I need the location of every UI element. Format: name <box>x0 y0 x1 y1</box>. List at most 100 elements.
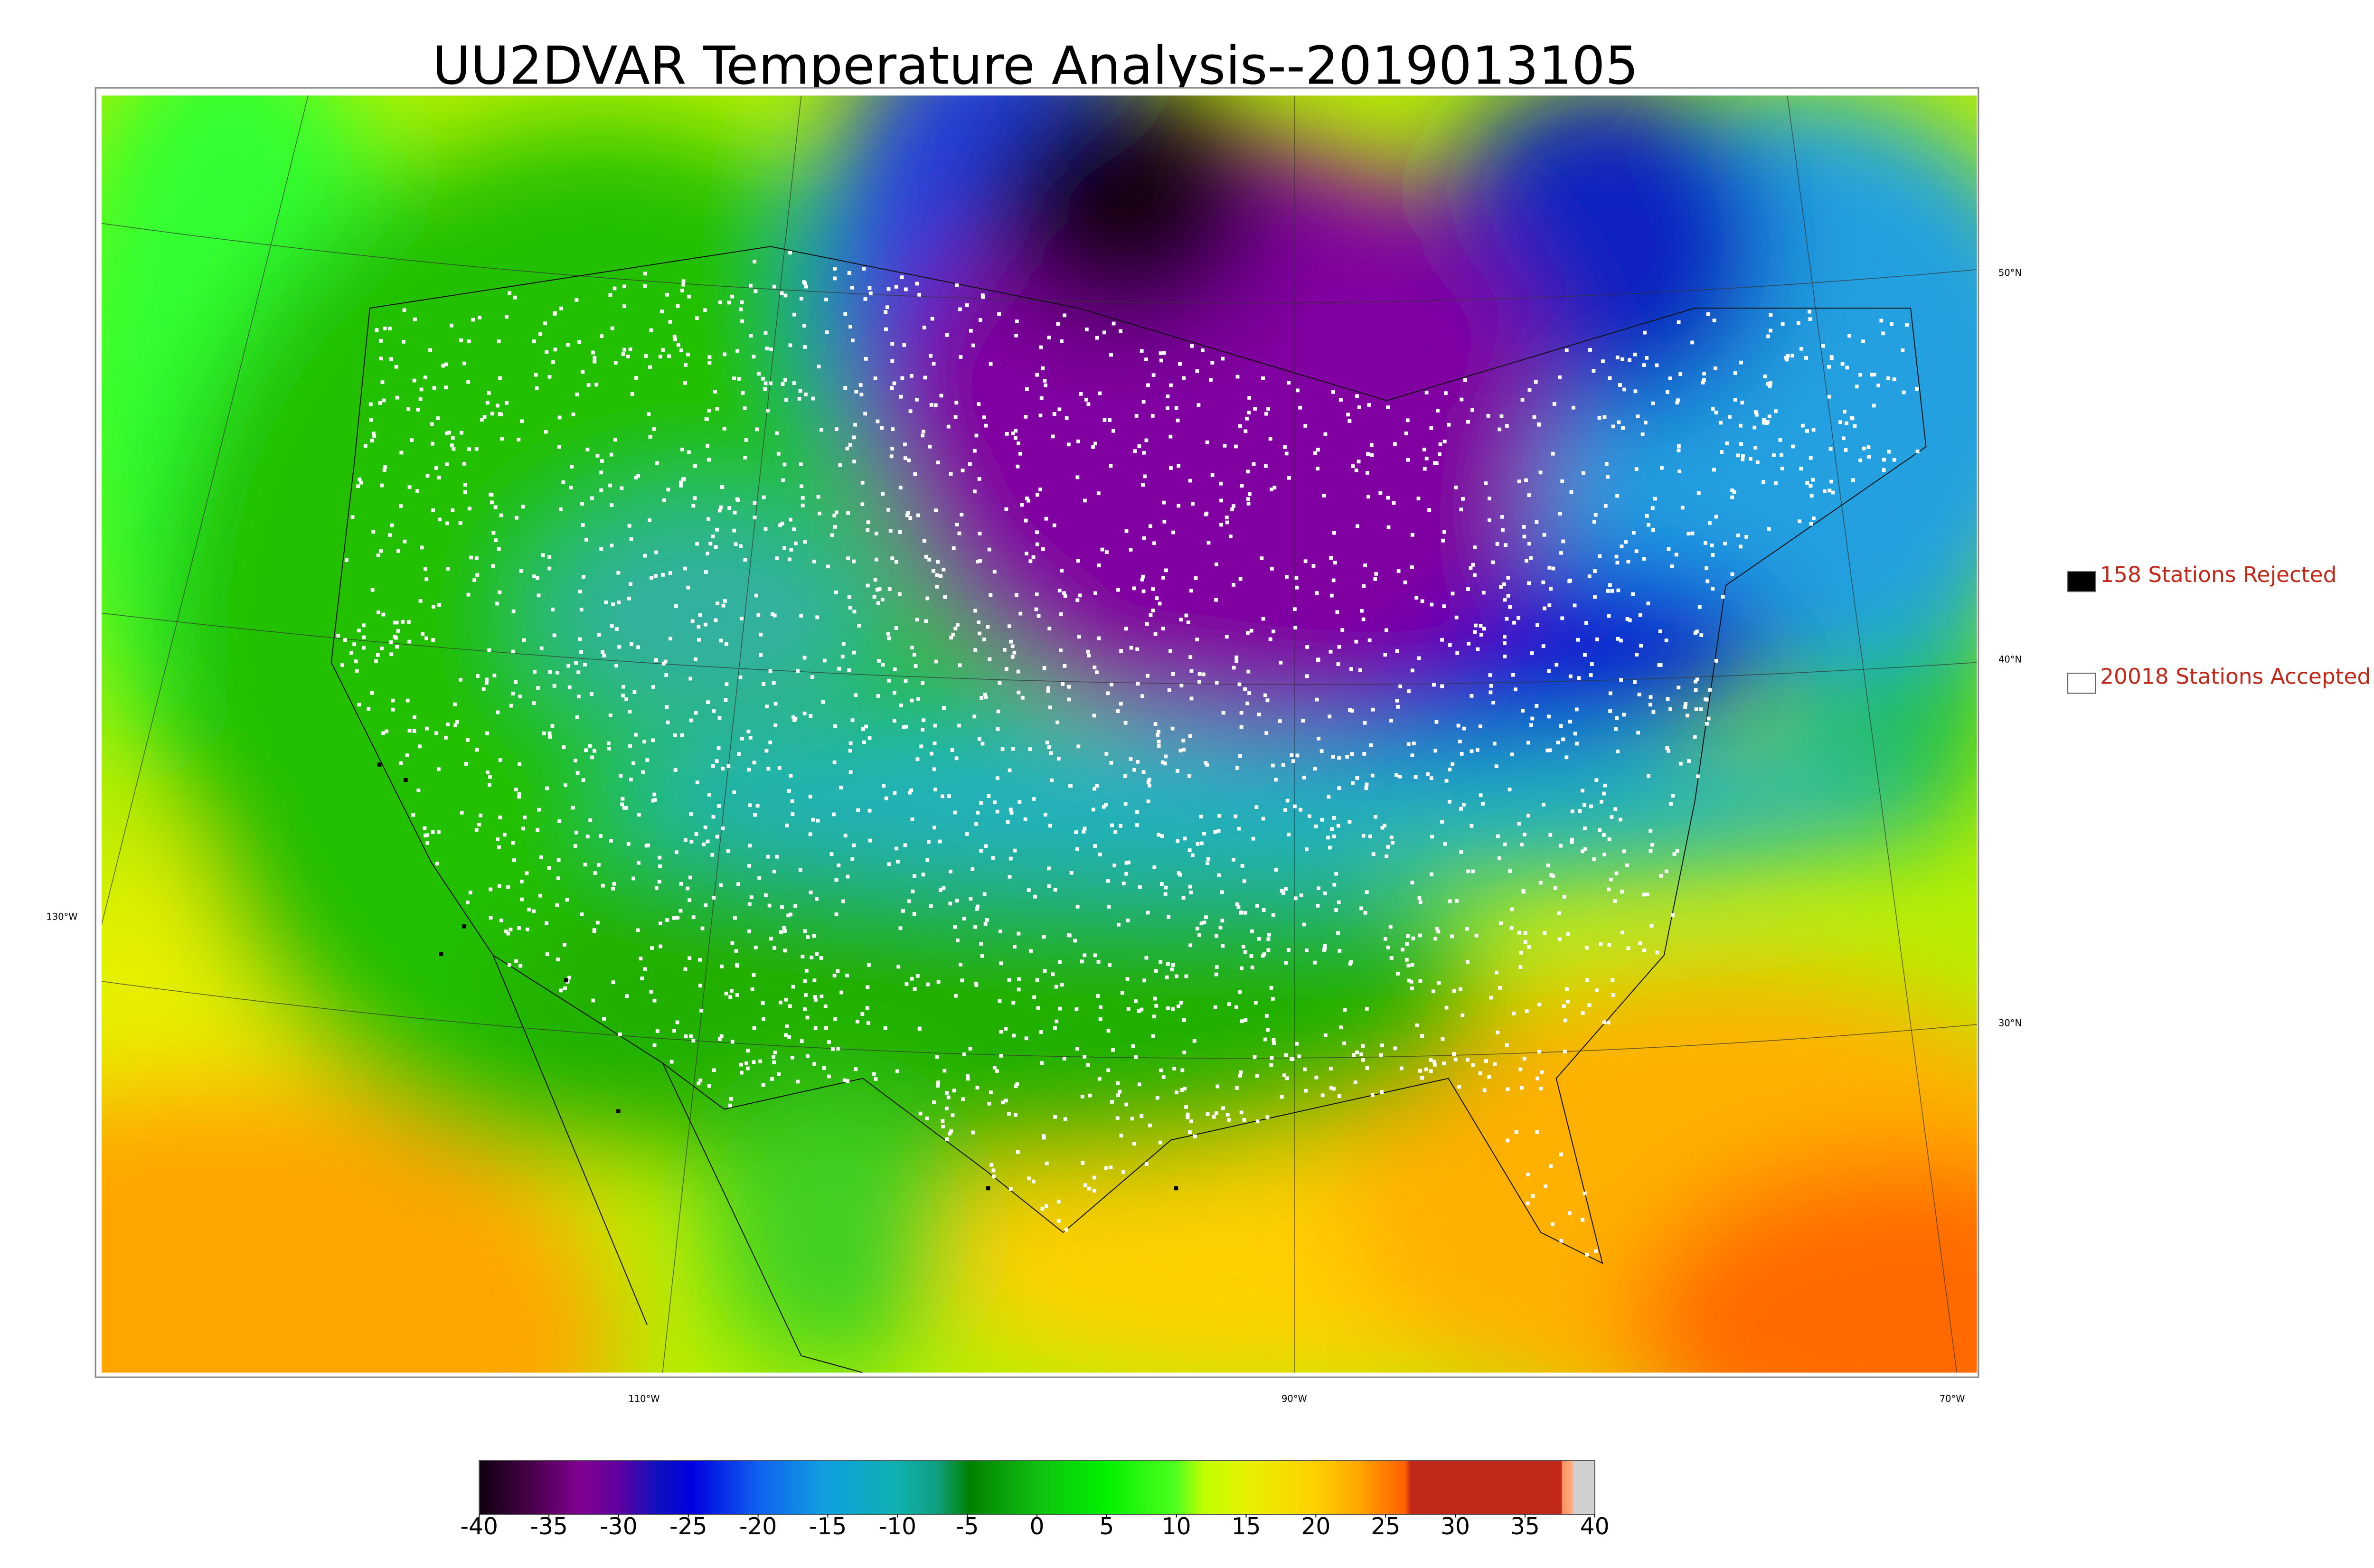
station <box>1671 913 1675 917</box>
station <box>488 783 491 787</box>
station <box>1060 339 1064 343</box>
station <box>1494 764 1498 769</box>
station <box>1014 429 1018 433</box>
station <box>859 393 864 397</box>
station <box>761 376 765 381</box>
station <box>864 724 868 729</box>
station <box>1272 629 1276 634</box>
station <box>506 885 510 889</box>
station <box>1197 680 1201 684</box>
station <box>1076 744 1081 749</box>
station <box>1543 931 1547 935</box>
station <box>1754 410 1758 414</box>
station <box>1538 881 1543 885</box>
station <box>1799 347 1803 351</box>
station <box>446 723 450 726</box>
station <box>399 451 404 455</box>
station <box>949 472 953 476</box>
station <box>1458 740 1462 743</box>
station <box>1633 389 1638 394</box>
station <box>1466 420 1470 424</box>
station <box>756 613 761 617</box>
station <box>434 731 438 735</box>
station <box>942 706 946 710</box>
station <box>900 376 904 380</box>
station <box>499 413 503 416</box>
station <box>1219 481 1223 486</box>
station <box>1712 468 1716 472</box>
station <box>1004 667 1008 671</box>
station <box>750 987 754 991</box>
station <box>379 549 383 553</box>
station <box>576 695 581 699</box>
station <box>910 976 914 981</box>
station <box>1063 664 1067 668</box>
station <box>781 478 785 482</box>
station <box>1250 966 1254 969</box>
station <box>890 386 894 390</box>
colorbar-tick-label: -15 <box>809 1513 847 1540</box>
station <box>1622 713 1626 717</box>
station <box>704 903 708 907</box>
station <box>867 286 872 290</box>
station <box>1712 319 1716 322</box>
station <box>974 981 978 986</box>
station <box>1174 406 1178 410</box>
station <box>1274 868 1278 872</box>
station <box>1182 376 1186 380</box>
station <box>1778 438 1782 442</box>
station <box>1141 589 1146 593</box>
station <box>1809 484 1813 488</box>
station <box>1529 556 1533 560</box>
station <box>1442 440 1447 443</box>
station <box>399 761 403 765</box>
station <box>1547 714 1551 719</box>
station <box>1098 1017 1102 1021</box>
station <box>416 408 420 412</box>
station <box>852 650 856 655</box>
station <box>1406 934 1410 938</box>
station <box>1234 1086 1239 1090</box>
station <box>1238 990 1242 994</box>
station <box>1648 703 1652 707</box>
station <box>1141 574 1145 579</box>
station <box>1308 814 1311 818</box>
station <box>968 1047 972 1051</box>
station <box>1305 645 1309 649</box>
station <box>1040 1061 1044 1065</box>
station <box>431 441 434 446</box>
station <box>1762 418 1766 422</box>
station <box>802 711 807 715</box>
station <box>567 976 571 980</box>
station <box>812 1062 816 1066</box>
station <box>1611 978 1615 982</box>
station <box>1847 334 1852 338</box>
station <box>1015 319 1019 323</box>
station <box>811 817 815 822</box>
station <box>1520 1086 1524 1090</box>
station <box>1438 452 1441 456</box>
station <box>604 601 608 604</box>
station <box>1265 1115 1270 1119</box>
station <box>1092 714 1096 718</box>
station <box>1075 904 1080 909</box>
station <box>1006 820 1010 824</box>
station <box>1677 448 1681 452</box>
station <box>1093 665 1097 669</box>
station <box>1636 414 1640 419</box>
station <box>1504 543 1508 547</box>
station <box>626 842 631 846</box>
station <box>757 372 761 376</box>
station <box>667 354 671 358</box>
station <box>1405 418 1410 423</box>
station <box>1585 1253 1589 1257</box>
station <box>1116 709 1120 713</box>
station <box>1399 1066 1404 1070</box>
station <box>648 435 652 439</box>
station <box>1365 890 1369 894</box>
station <box>578 590 582 594</box>
station <box>772 1060 776 1064</box>
station <box>1581 1011 1585 1015</box>
station <box>1514 1130 1518 1134</box>
station <box>783 378 787 382</box>
